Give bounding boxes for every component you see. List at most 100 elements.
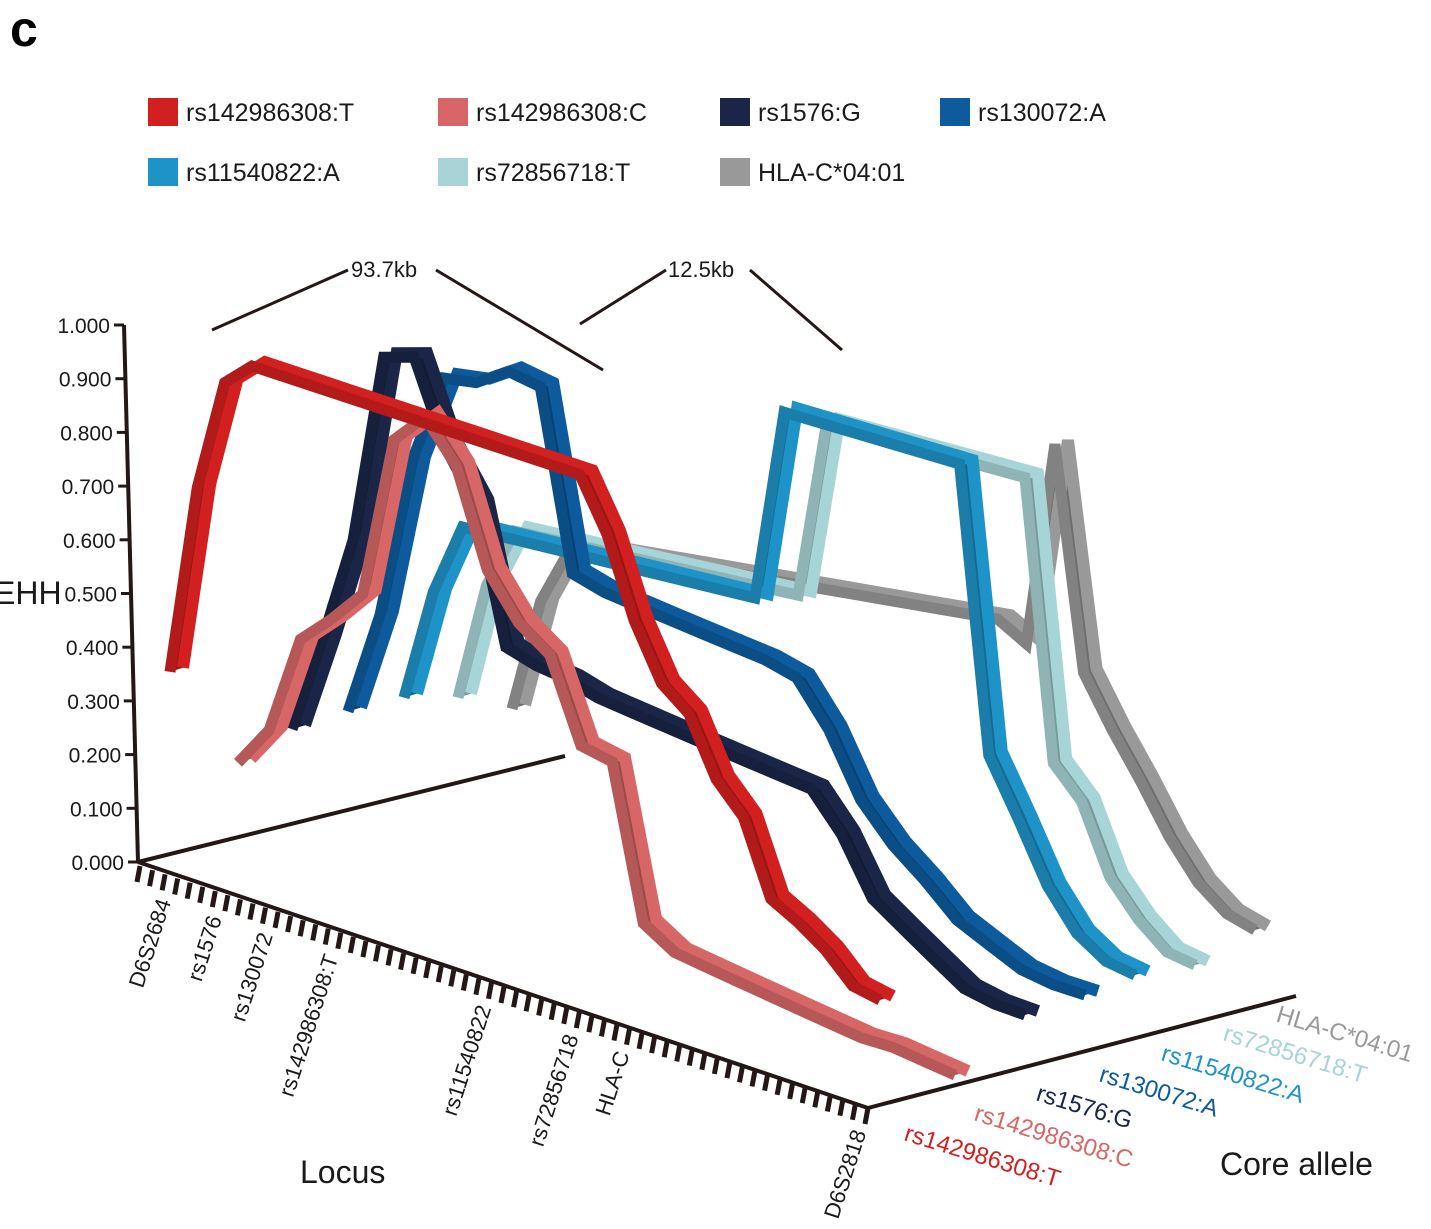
- locus-tick-mark: [724, 1061, 733, 1079]
- locus-tick-mark: [373, 944, 381, 962]
- y-tick-label: 0.200: [69, 745, 122, 768]
- y-tick-label: 0.900: [59, 369, 112, 392]
- locus-tick-mark: [674, 1044, 683, 1062]
- legend-swatch: [148, 98, 178, 126]
- series-line: [234, 408, 958, 1081]
- locus-tick-mark: [737, 1065, 745, 1083]
- locus-tick-mark: [586, 1015, 595, 1033]
- legend-swatch: [940, 98, 970, 126]
- locus-tick-mark: [711, 1057, 720, 1075]
- series-ribbon: [342, 360, 1100, 1001]
- series-line: [506, 443, 1258, 935]
- locus-tick-mark: [423, 961, 432, 979]
- locus-tick-mark: [774, 1078, 783, 1096]
- locus-tick-mark: [335, 932, 344, 950]
- annotation-leader: [749, 268, 843, 352]
- locus-tick-mark: [460, 974, 469, 991]
- locus-tick-mark: [322, 928, 331, 946]
- locus-tick-mark: [272, 911, 281, 929]
- series-line: [342, 365, 1087, 1001]
- locus-tick-mark: [799, 1086, 808, 1104]
- locus-tick-mark: [561, 1007, 570, 1025]
- y-tick-label: 0.100: [70, 798, 123, 821]
- annotation-leader: [211, 268, 349, 332]
- y-tick-label: 1.000: [57, 315, 110, 338]
- locus-tick-mark: [234, 898, 243, 916]
- legend-label: rs1576:G: [758, 99, 861, 127]
- annotation-leader: [435, 268, 604, 372]
- locus-tick-mark: [435, 965, 444, 983]
- locus-tick-mark: [762, 1074, 771, 1092]
- legend-item: rs142986308:C: [438, 98, 647, 127]
- locus-tick-mark: [536, 999, 545, 1016]
- locus-tick-mark: [410, 957, 419, 975]
- legend-label: rs11540822:A: [186, 159, 340, 187]
- locus-tick-mark: [611, 1024, 620, 1042]
- locus-tick-mark: [649, 1036, 658, 1054]
- series-line: [164, 360, 883, 1005]
- annotation-leader: [579, 268, 667, 326]
- y-tick-label: 0.000: [71, 852, 124, 875]
- locus-tick-mark: [686, 1049, 695, 1067]
- y-tick-label: 0.400: [66, 637, 119, 660]
- series-line-back: [177, 355, 896, 1002]
- y-tick-label: 0.700: [62, 476, 115, 499]
- locus-tick-mark: [837, 1099, 846, 1117]
- series-line: [398, 405, 1138, 980]
- legend-swatch: [720, 98, 750, 126]
- locus-tick-mark: [297, 919, 306, 937]
- locus-tick-mark: [285, 915, 294, 933]
- locus-tick-mark: [147, 869, 156, 887]
- locus-tick-mark: [636, 1032, 645, 1050]
- locus-label: D6S2818: [819, 1127, 871, 1222]
- locus-tick-mark: [624, 1028, 632, 1046]
- locus-tick-mark: [260, 907, 268, 925]
- locus-axis-line: [137, 860, 869, 1110]
- locus-label: rs11540822: [437, 1002, 496, 1119]
- legend-label: rs130072:A: [978, 99, 1106, 127]
- locus-label: HLA-C: [590, 1048, 634, 1119]
- locus-tick-mark: [548, 1003, 557, 1021]
- locus-label: rs1576: [182, 912, 227, 984]
- legend-swatch: [148, 158, 178, 186]
- series-line-back: [299, 347, 1041, 1017]
- locus-tick-mark: [209, 890, 218, 908]
- series-line: [286, 351, 1027, 1021]
- distance-annotations: 93.7kb 12.5kb: [211, 257, 843, 372]
- locus-tick-mark: [598, 1019, 607, 1037]
- locus-tick-mark: [222, 894, 231, 912]
- locus-tick-mark: [523, 994, 532, 1012]
- core-allele-axis-title: Core allele: [1220, 1146, 1373, 1182]
- legend-label: HLA-C*04:01: [758, 159, 905, 187]
- legend-item: rs142986308:T: [148, 98, 354, 127]
- series-ribbon: [234, 404, 971, 1081]
- locus-tick-mark: [159, 873, 168, 891]
- locus-tick-mark: [749, 1069, 758, 1087]
- annotation-93-7kb: 93.7kb: [351, 257, 417, 282]
- locus-tick-mark: [485, 982, 494, 1000]
- locus-tick-mark: [824, 1095, 833, 1112]
- legend-label: rs72856718:T: [476, 159, 630, 187]
- locus-axis-title: Locus: [300, 1154, 385, 1190]
- locus-tick-mark: [310, 923, 319, 941]
- legend-swatch: [720, 158, 750, 186]
- annotation-12-5kb: 12.5kb: [668, 257, 734, 282]
- locus-tick-mark: [347, 936, 356, 954]
- series-line-back: [411, 400, 1151, 977]
- y-tick-label: 0.600: [63, 530, 116, 553]
- legend-label: rs142986308:C: [476, 99, 647, 127]
- locus-tick-mark: [787, 1082, 796, 1100]
- locus-tick-mark: [247, 903, 256, 921]
- locus-tick-mark: [573, 1011, 582, 1029]
- legend-swatch: [438, 158, 468, 186]
- core-allele-axis-line: [867, 994, 1297, 1110]
- legend: rs142986308:T rs142986308:C rs1576:G rs1300…: [148, 98, 1106, 187]
- panel-label: c: [10, 1, 38, 57]
- locus-label: rs142986308:T: [274, 951, 344, 1099]
- locus-label: D6S2684: [124, 895, 176, 990]
- locus-tick-mark: [511, 990, 520, 1008]
- y-tick-label: 0.300: [67, 691, 120, 714]
- locus-tick-mark: [184, 882, 193, 900]
